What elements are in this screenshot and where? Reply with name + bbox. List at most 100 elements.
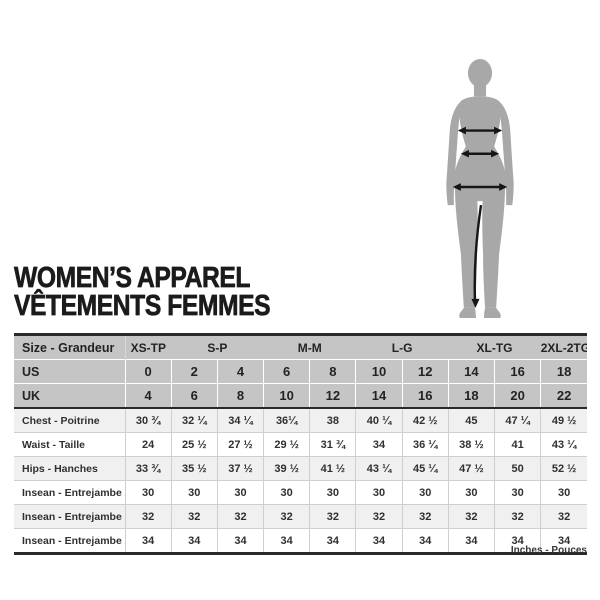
measure-cell: 52 ½ [540, 456, 587, 481]
measure-cell: 30 [401, 480, 449, 505]
silhouette-right-foot [484, 307, 501, 318]
size-cell: 14 [355, 383, 403, 409]
measure-cell: 30 [493, 480, 542, 505]
size-cell: 20 [493, 383, 542, 409]
size-group-header: S-P [171, 333, 264, 360]
page-title: WOMEN’S APPAREL VÊTEMENTS FEMMES [14, 262, 271, 322]
silhouette-right-leg [482, 180, 506, 308]
size-cell: 8 [309, 359, 357, 384]
size-group-header: XS-TP [125, 333, 172, 360]
table-row: Hips - Hanches 33 ¾ 35 ½ 37 ½ 39 ½ 41 ½ 43 ¼ 45… [14, 456, 587, 481]
size-group-header: XL-TG [448, 333, 541, 360]
row-label: Insean - Entrejambe / L30 [14, 480, 126, 505]
measure-cell: 30 ¾ [124, 407, 172, 433]
silhouette-left-leg [454, 180, 478, 308]
measure-cell: 38 ½ [447, 432, 496, 457]
size-cell: 8 [216, 383, 265, 409]
size-cell: 4 [216, 359, 265, 384]
silhouette-hair [473, 59, 488, 69]
row-label: Insean - Entrejambe / L32 [14, 504, 126, 529]
table-row-uk: UK 4 6 8 10 12 14 16 18 20 22 [14, 383, 587, 409]
measure-cell: 30 [124, 480, 172, 505]
woman-silhouette-figure [446, 59, 514, 318]
measure-cell: 30 [309, 480, 357, 505]
measure-cell: 32 [263, 504, 311, 529]
measure-cell: 34 [447, 528, 496, 555]
measure-cell: 32 [216, 504, 265, 529]
row-label: Hips - Hanches [14, 456, 126, 481]
size-group-header: L-G [355, 333, 449, 360]
measure-cell: 32 [355, 504, 403, 529]
measure-cell: 25 ½ [170, 432, 218, 457]
table-row: Waist - Taille 24 25 ½ 27 ½ 29 ½ 31 ¾ 34 36 ¼ 38… [14, 432, 587, 457]
size-cell: 6 [170, 383, 218, 409]
measure-cell: 32 [540, 504, 587, 529]
measure-cell: 32 [170, 504, 218, 529]
measure-cell: 27 ½ [216, 432, 265, 457]
waist-arrow-icon [460, 149, 500, 158]
size-cell: 10 [263, 383, 311, 409]
measure-cell: 30 [263, 480, 311, 505]
measure-cell: 37 ½ [216, 456, 265, 481]
measure-cell: 43 ¼ [540, 432, 587, 457]
measure-cell: 32 [309, 504, 357, 529]
silhouette-right-arm [497, 102, 514, 206]
measure-cell: 31 ¾ [309, 432, 357, 457]
measure-cell: 38 [309, 407, 357, 433]
measure-cell: 40 ¼ [355, 407, 403, 433]
measure-cell: 42 ½ [401, 407, 449, 433]
measure-cell: 45 ¼ [401, 456, 449, 481]
measure-cell: 33 ¾ [124, 456, 172, 481]
silhouette-neck [473, 82, 487, 97]
measure-cell: 30 [216, 480, 265, 505]
silhouette-left-foot [459, 307, 476, 318]
measure-cell: 34 [309, 528, 357, 555]
table-row: Insean - Entrejambe / L30303030303030303… [14, 480, 587, 505]
size-group-header: 2XL-2TG [540, 333, 587, 360]
measure-cell: 50 [493, 456, 542, 481]
size-label-header: Size - Grandeur [14, 333, 126, 360]
row-label: Chest - Poitrine [14, 407, 126, 433]
silhouette-torso [453, 96, 507, 202]
size-cell: 12 [309, 383, 357, 409]
measure-cell: 34 [170, 528, 218, 555]
measure-cell: 36 ¼ [401, 432, 449, 457]
size-group-header-row: Size - Grandeur XS-TP S-P M-M L-G XL-TG 2XL-2T… [14, 333, 587, 360]
measure-cell: 24 [124, 432, 172, 457]
page-title-fr: VÊTEMENTS FEMMES [14, 290, 271, 322]
measure-cell: 34 [540, 528, 587, 555]
size-cell: 10 [355, 359, 403, 384]
size-cell: 16 [493, 359, 542, 384]
measure-cell: 34 [401, 528, 449, 555]
measure-cell: 45 [447, 407, 496, 433]
measure-cell: 35 ½ [170, 456, 218, 481]
size-cell: 0 [124, 359, 172, 384]
row-label: Waist - Taille [14, 432, 126, 457]
size-cell: 14 [447, 359, 496, 384]
measure-cell: 47 ¼ [493, 407, 542, 433]
units-note: Inches - Pouces [510, 545, 587, 556]
measure-cell: 29 ½ [263, 432, 311, 457]
measure-cell: 49 ½ [540, 407, 587, 433]
measurement-arrows [452, 126, 508, 308]
size-table-body: Chest - Poitrine 30 ¾ 32 ¼ 34 ¼ 36¼ 38 40 ¼ 42 … [14, 407, 587, 555]
measure-cell: 43 ¼ [355, 456, 403, 481]
size-cell: 12 [401, 359, 449, 384]
measure-cell: 30 [355, 480, 403, 505]
silhouette-left-arm [446, 102, 463, 206]
measure-cell: 34 [355, 528, 403, 555]
measure-cell: 34 [493, 528, 542, 555]
size-cell: 16 [401, 383, 449, 409]
page-title-en: WOMEN’S APPAREL [14, 262, 251, 294]
measure-cell: 32 [493, 504, 542, 529]
measure-cell: 32 [124, 504, 172, 529]
measure-cell: 34 [355, 432, 403, 457]
measure-cell: 41 ½ [309, 456, 357, 481]
measure-cell: 41 [493, 432, 542, 457]
inseam-line-icon [471, 204, 483, 308]
measure-cell: 39 ½ [263, 456, 311, 481]
measure-cell: 34 [216, 528, 265, 555]
measure-cell: 36¼ [263, 407, 311, 433]
table-row: Insean - Entrejambe / L32323232323232323… [14, 504, 587, 529]
